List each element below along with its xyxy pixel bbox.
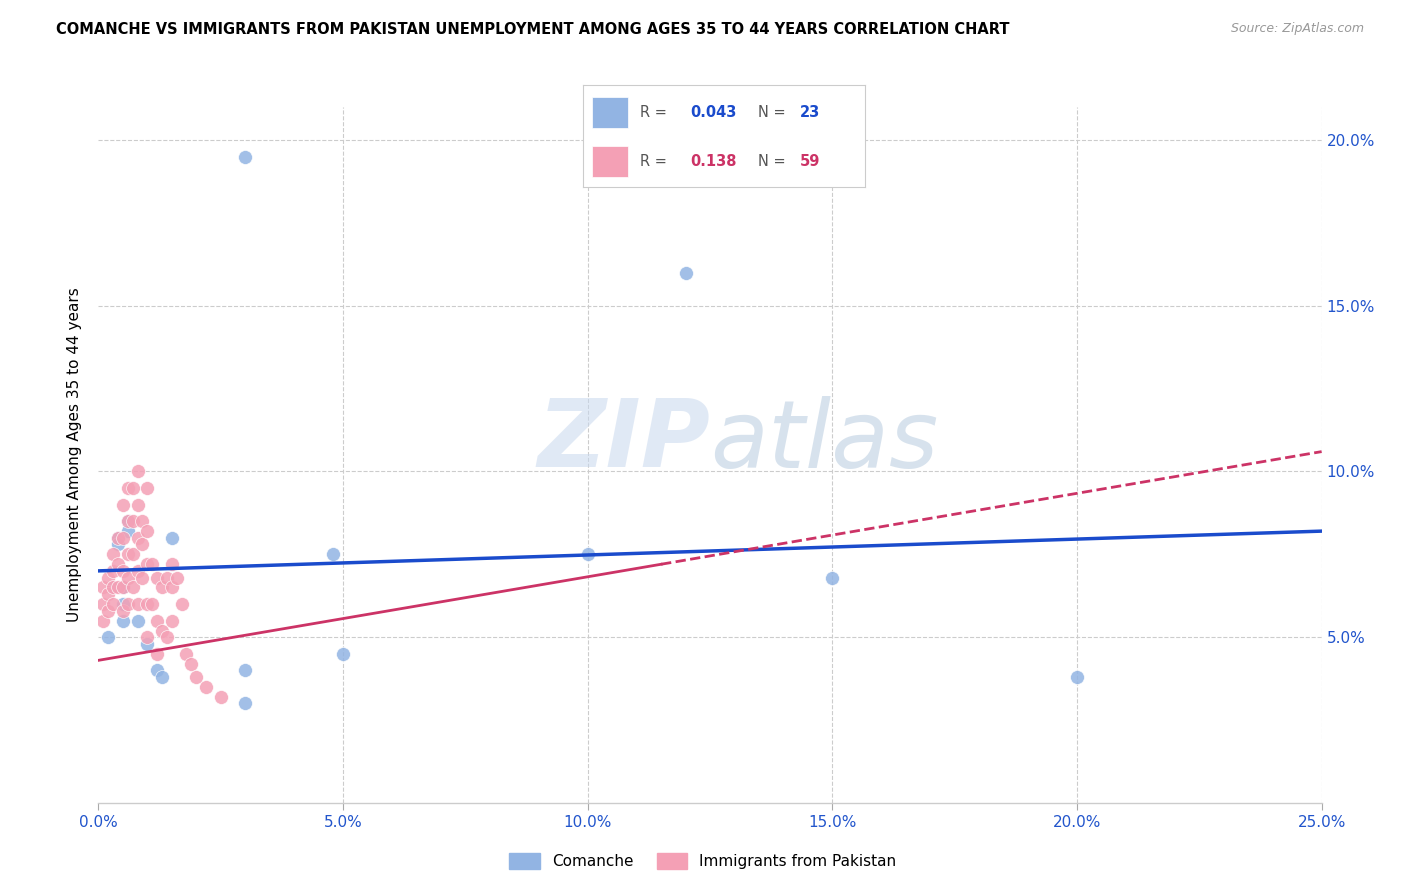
Point [150,581,173,595]
Point [160,614,183,628]
Text: 59: 59 [800,154,820,169]
Text: R =: R = [640,154,666,169]
Point [146,647,169,661]
Point [121,514,143,528]
Point [136,597,159,611]
Text: 0.138: 0.138 [690,154,737,169]
Point [91,597,114,611]
Point [233,150,256,164]
Point [121,481,143,495]
Point [146,614,169,628]
Point [111,531,134,545]
Point [332,647,354,661]
Point [101,581,124,595]
Point [156,570,179,584]
Point [136,637,159,651]
Point [136,630,159,644]
Point [111,614,134,628]
Point [117,514,139,528]
Point [160,531,183,545]
Point [146,570,169,584]
Point [97,604,120,618]
Text: N =: N = [758,154,786,169]
Point [117,524,139,538]
Point [127,564,149,578]
Point [150,670,173,684]
Point [131,514,153,528]
Point [136,558,159,572]
Point [101,581,124,595]
Point [107,531,129,545]
Point [127,465,149,479]
Point [176,647,198,661]
Point [127,531,149,545]
Point [821,570,844,584]
Point [121,581,143,595]
Legend: Comanche, Immigrants from Pakistan: Comanche, Immigrants from Pakistan [503,847,903,875]
Point [111,597,134,611]
Point [141,558,163,572]
Point [117,547,139,561]
Point [111,498,134,512]
Point [101,564,124,578]
FancyBboxPatch shape [592,97,628,128]
Point [131,537,153,551]
Point [107,531,129,545]
Point [107,581,129,595]
Text: Source: ZipAtlas.com: Source: ZipAtlas.com [1230,22,1364,36]
Point [111,581,134,595]
Point [117,597,139,611]
FancyBboxPatch shape [592,146,628,177]
Point [117,481,139,495]
Point [97,587,120,601]
Point [117,570,139,584]
Point [209,690,232,704]
Y-axis label: Unemployment Among Ages 35 to 44 years: Unemployment Among Ages 35 to 44 years [67,287,83,623]
Text: atlas: atlas [710,395,938,486]
Point [127,614,149,628]
Point [107,537,129,551]
Point [160,581,183,595]
Point [141,597,163,611]
Point [233,697,256,711]
Point [170,597,193,611]
Point [127,597,149,611]
Point [675,266,697,280]
Point [131,570,153,584]
Point [111,581,134,595]
Text: 0.043: 0.043 [690,105,737,120]
Point [111,564,134,578]
Point [97,630,120,644]
Point [111,604,134,618]
Point [160,558,183,572]
Text: ZIP: ZIP [537,395,710,487]
Point [101,597,124,611]
Point [136,481,159,495]
Point [322,547,344,561]
Point [195,680,218,694]
Point [150,624,173,638]
Text: 23: 23 [800,105,820,120]
Point [117,514,139,528]
Point [127,498,149,512]
Point [166,570,188,584]
Point [91,614,114,628]
Point [136,524,159,538]
Point [121,547,143,561]
Point [180,657,202,671]
Text: N =: N = [758,105,786,120]
Point [91,581,114,595]
Point [233,663,256,677]
Point [186,670,208,684]
Point [101,547,124,561]
Point [576,547,599,561]
Point [146,663,169,677]
Point [97,570,120,584]
Point [156,630,179,644]
Text: COMANCHE VS IMMIGRANTS FROM PAKISTAN UNEMPLOYMENT AMONG AGES 35 TO 44 YEARS CORR: COMANCHE VS IMMIGRANTS FROM PAKISTAN UNE… [56,22,1010,37]
Text: R =: R = [640,105,666,120]
Point [107,558,129,572]
Point [1066,670,1088,684]
